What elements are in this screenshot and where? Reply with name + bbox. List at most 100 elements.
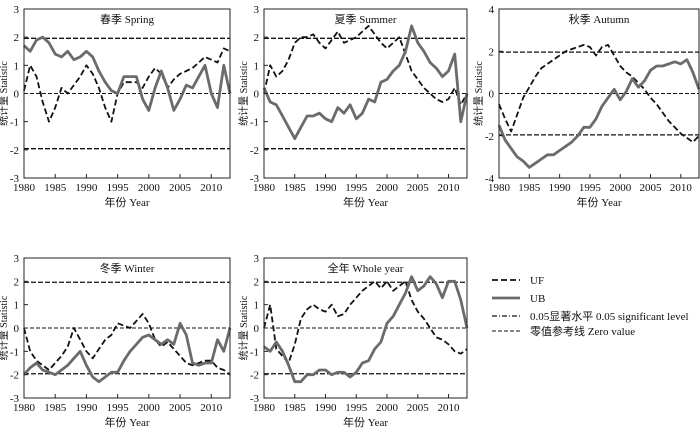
panel-3: 1980 1985 1990 1995 2000 2005 2010 -3 -2 -1 0 1 2 3 冬季… <box>0 253 232 429</box>
y-tick-label: -3 <box>10 393 20 405</box>
x-tick-label: 1990 <box>75 182 98 194</box>
y-tick-label: 1 <box>254 60 260 72</box>
x-tick-label: 2000 <box>376 182 399 194</box>
series-ub <box>23 35 232 112</box>
x-tick-label: 1990 <box>315 402 338 414</box>
legend-label-sig: 0.05显著水平 0.05 significant level <box>530 309 689 323</box>
chart-title: 全年 Whole year <box>328 261 404 275</box>
series-uf <box>23 47 231 123</box>
x-tick-label: 1995 <box>345 182 368 194</box>
panel-2: 1980 1985 1990 1995 2000 2005 2010 -4 -2 0 2 4 秋季 Au… <box>472 4 700 209</box>
x-tick-label: 1985 <box>44 402 67 414</box>
x-tick-label: 1990 <box>75 402 98 414</box>
x-tick-label: 2000 <box>376 402 399 414</box>
y-tick-label: 2 <box>254 276 260 288</box>
chart-title: 夏季 Summer <box>334 13 396 26</box>
y-tick-label: -3 <box>250 393 260 405</box>
x-tick-label: 1980 <box>13 182 36 194</box>
y-tick-label: -1 <box>250 117 259 129</box>
y-tick-label: 4 <box>489 4 495 16</box>
y-tick-label: -1 <box>10 117 19 129</box>
series-uf <box>263 280 468 364</box>
y-tick-label: 3 <box>254 4 260 16</box>
y-tick-label: -2 <box>485 131 494 143</box>
y-tick-label: -1 <box>10 346 19 358</box>
y-tick-label: 2 <box>14 32 20 44</box>
x-axis-label: 年份 Year <box>104 415 149 429</box>
y-tick-label: 2 <box>14 276 20 288</box>
x-tick-label: 2010 <box>200 182 223 194</box>
x-tick-label: 1985 <box>44 182 67 194</box>
y-tick-label: -2 <box>10 145 19 157</box>
x-tick-label: 2000 <box>138 182 161 194</box>
y-tick-label: 2 <box>489 46 495 58</box>
x-tick-label: 2010 <box>670 182 693 194</box>
x-axis-label: 年份 Year <box>343 195 388 209</box>
y-axis-label: 统计量 Statistic <box>237 295 250 360</box>
y-tick-label: 2 <box>254 32 260 44</box>
y-axis-label: 统计量 Statistic <box>0 61 10 126</box>
x-tick-label: 1985 <box>518 182 541 194</box>
x-tick-label: 1980 <box>253 182 276 194</box>
y-tick-label: 1 <box>14 60 20 72</box>
series-uf <box>263 24 468 106</box>
chart-title: 春季 Spring <box>100 13 155 26</box>
y-axis-label: 统计量 Statistic <box>472 61 485 126</box>
y-tick-label: 3 <box>14 253 20 265</box>
x-axis-label: 年份 Year <box>104 195 149 209</box>
y-tick-label: -1 <box>250 346 259 358</box>
y-tick-label: 3 <box>14 4 20 16</box>
series-uf <box>23 313 231 376</box>
y-axis-label: 统计量 Statistic <box>237 61 250 126</box>
legend-label-uf: UF <box>530 275 544 287</box>
y-tick-label: -2 <box>250 370 259 382</box>
x-tick-label: 1985 <box>284 402 307 414</box>
series-ub <box>22 321 232 384</box>
y-tick-label: -2 <box>10 370 19 382</box>
x-tick-label: 2005 <box>640 182 663 194</box>
y-tick-label: -3 <box>10 173 20 185</box>
panel-0: 1980 1985 1990 1995 2000 2005 2010 -3 -2 -1 0 1 2 3 春季… <box>0 4 232 209</box>
x-tick-label: 2005 <box>407 402 430 414</box>
x-tick-label: 1995 <box>579 182 602 194</box>
y-tick-label: 1 <box>14 300 20 312</box>
panel-4: 1980 1985 1990 1995 2000 2005 2010 -3 -2 -1 0 1 2 3 全年… <box>237 253 469 429</box>
chart-title: 冬季 Winter <box>100 261 155 275</box>
x-tick-label: 1980 <box>488 182 511 194</box>
legend-label-zero: 零值参考线 Zero value <box>530 324 635 338</box>
y-tick-label: 0 <box>14 323 20 335</box>
panel-1: 1980 1985 1990 1995 2000 2005 2010 -3 -2 -1 0 1 2 3 夏季… <box>237 4 469 209</box>
series-ub <box>263 275 469 384</box>
x-tick-label: 2005 <box>169 402 192 414</box>
x-axis-label: 年份 Year <box>576 195 621 209</box>
chart-title: 秋季 Autumn <box>569 12 630 26</box>
x-tick-label: 2010 <box>200 402 223 414</box>
y-tick-label: -4 <box>485 173 495 185</box>
x-tick-label: 1980 <box>253 402 276 414</box>
x-tick-label: 1995 <box>345 402 368 414</box>
y-tick-label: 0 <box>489 89 495 101</box>
series-ub <box>497 58 700 169</box>
x-tick-label: 2010 <box>438 402 461 414</box>
x-tick-label: 2000 <box>609 182 632 194</box>
legend-label-ub: UB <box>530 293 545 305</box>
x-axis-label: 年份 Year <box>343 415 388 429</box>
y-tick-label: 1 <box>254 300 260 312</box>
x-tick-label: 1980 <box>13 402 36 414</box>
series-ub <box>262 24 469 141</box>
y-tick-label: 3 <box>254 253 260 265</box>
x-tick-label: 2010 <box>438 182 461 194</box>
x-tick-label: 1990 <box>549 182 572 194</box>
y-tick-label: 0 <box>254 89 260 101</box>
legend: UF UB 0.05显著水平 0.05 significant level零值参考线… <box>492 275 689 338</box>
series-uf <box>498 44 700 144</box>
y-tick-label: -3 <box>250 173 260 185</box>
y-tick-label: 0 <box>14 89 20 101</box>
y-axis-label: 统计量 Statistic <box>0 295 10 360</box>
x-tick-label: 2000 <box>138 402 161 414</box>
y-tick-label: -2 <box>250 145 259 157</box>
x-tick-label: 1985 <box>284 182 307 194</box>
x-tick-label: 2005 <box>407 182 430 194</box>
x-tick-label: 1995 <box>107 182 130 194</box>
